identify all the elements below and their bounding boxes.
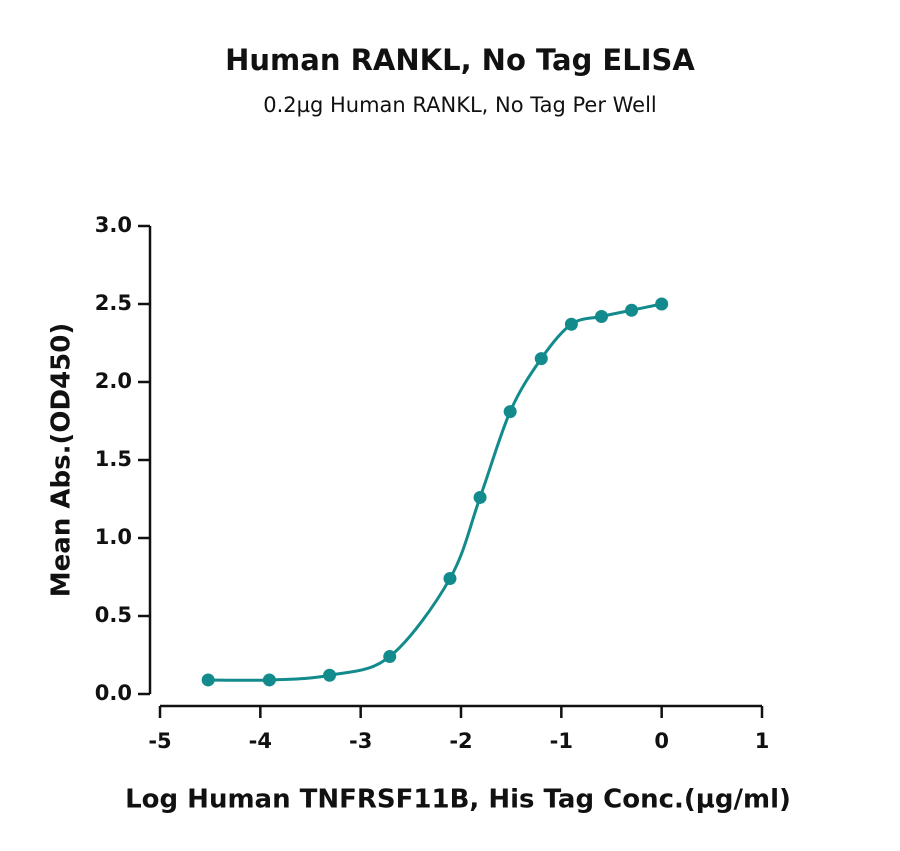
data-point [534,352,548,366]
y-tick-label: 0.5 [95,603,132,627]
y-axis-label: Mean Abs.(OD450) [47,323,77,597]
data-point [262,673,276,687]
data-point [625,303,639,317]
fit-curve [208,302,662,682]
x-tick-label: -2 [449,729,472,753]
x-tick-label: -5 [148,729,171,753]
data-point [201,673,215,687]
y-tick-label: 2.0 [95,369,132,393]
data-point [655,297,669,311]
chart-title: Human RANKL, No Tag ELISA [225,43,695,77]
data-point [323,668,337,682]
data-point [443,572,457,586]
x-tick-label: -1 [550,729,573,753]
data-point [383,650,397,664]
y-tick-label: 0.0 [95,681,132,705]
data-point [564,317,578,331]
data-point [473,490,487,504]
x-tick-label: -3 [349,729,372,753]
y-tick-label: 1.5 [95,447,132,471]
x-tick-label: 0 [654,729,669,753]
x-tick-label: 1 [755,729,770,753]
x-axis-label: Log Human TNFRSF11B, His Tag Conc.(µg/ml… [125,785,791,815]
x-tick-label: -4 [249,729,272,753]
chart-subtitle: 0.2µg Human RANKL, No Tag Per Well [263,93,657,117]
data-point [503,405,517,419]
y-tick-label: 1.0 [95,525,132,549]
y-tick-label: 3.0 [95,213,132,237]
data-point [594,309,608,323]
y-tick-label: 2.5 [95,291,132,315]
